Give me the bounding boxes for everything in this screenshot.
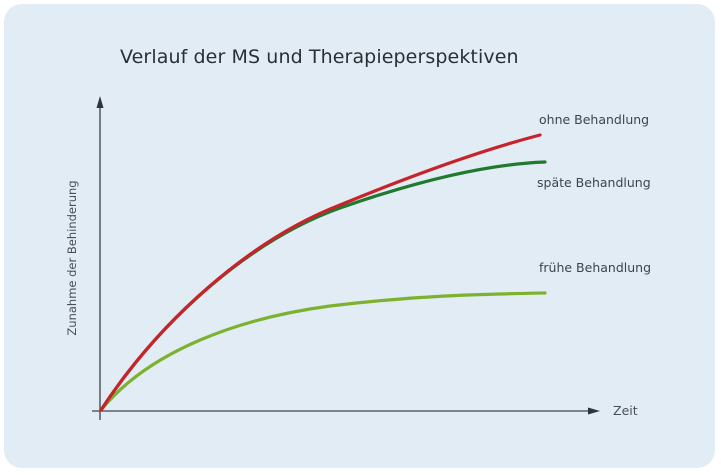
legend-ohne-behandlung: ohne Behandlung (539, 112, 650, 127)
series-fruehe-behandlung (99, 291, 547, 412)
legend-spaete-behandlung: späte Behandlung (537, 175, 651, 190)
x-axis-label: Zeit (613, 403, 638, 418)
x-axis-arrow-icon (588, 407, 600, 415)
series-spaete-behandlung (99, 160, 547, 412)
axes (92, 96, 600, 420)
chart-title: Verlauf der MS und Therapieperspektiven (120, 46, 519, 68)
series-ohne-behandlung (99, 133, 542, 412)
legend-fruehe-behandlung: frühe Behandlung (539, 260, 652, 275)
y-axis-arrow-icon (96, 96, 104, 108)
chart-panel (4, 4, 715, 468)
